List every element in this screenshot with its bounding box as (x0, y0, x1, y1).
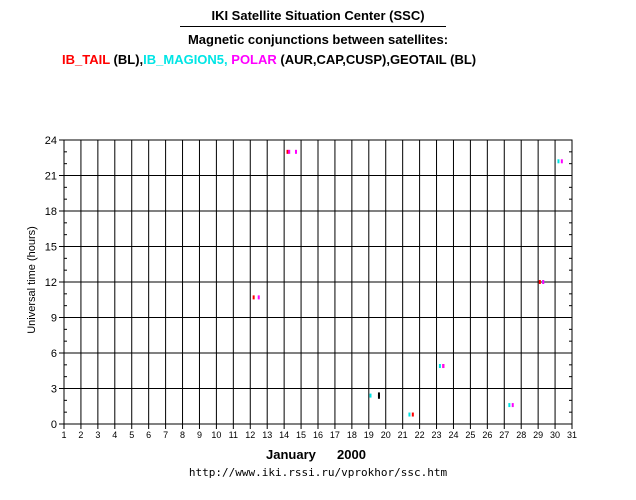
point-geotail (377, 392, 380, 397)
x-tick-label: 22 (415, 430, 425, 440)
x-tick-label: 1 (61, 430, 66, 440)
x-tick-label: 8 (180, 430, 185, 440)
y-axis-label: Universal time (hours) (26, 226, 38, 334)
point-ib-magion5 (438, 364, 441, 369)
chart-subtitle: Magnetic conjunctions between satellites… (187, 32, 449, 47)
x-tick-label: 28 (516, 430, 526, 440)
legend-part: IB_TAIL (62, 52, 110, 67)
x-tick-label: 29 (533, 430, 543, 440)
point-ib-magion5 (408, 412, 411, 417)
point-ib-tail (252, 295, 255, 300)
y-tick-label: 21 (45, 171, 57, 183)
x-tick-label: 2 (78, 430, 83, 440)
point-ib-magion5 (369, 393, 372, 398)
point-ib-tail (411, 412, 414, 417)
x-tick-label: 3 (95, 430, 100, 440)
y-tick-label: 15 (45, 242, 57, 254)
x-tick-label: 4 (112, 430, 117, 440)
x-tick-label: 19 (364, 430, 374, 440)
x-tick-label: 10 (211, 430, 221, 440)
x-tick-label: 25 (465, 430, 475, 440)
x-axis-month: January (266, 447, 317, 462)
source-url: http://www.iki.rssi.ru/vprokhor/ssc.htm (188, 466, 448, 479)
x-tick-label: 16 (313, 430, 323, 440)
point-polar (294, 149, 297, 154)
x-tick-label: 14 (279, 430, 289, 440)
x-tick-label: 7 (163, 430, 168, 440)
x-tick-label: 30 (550, 430, 560, 440)
legend-part: (BL), (109, 52, 144, 67)
y-tick-label: 3 (51, 384, 57, 396)
x-tick-label: 23 (432, 430, 442, 440)
point-ib-magion5 (557, 159, 560, 164)
x-tick-label: 5 (129, 430, 134, 440)
x-tick-label: 6 (146, 430, 151, 440)
x-tick-label: 13 (262, 430, 272, 440)
x-tick-label: 11 (229, 430, 238, 440)
legend-part: (AUR,CAP,CUSP),GEOTAIL (BL) (276, 52, 477, 67)
x-tick-label: 31 (567, 430, 577, 440)
legend: IB_TAIL (BL),IB_MAGION5, POLAR (AUR,CAP,… (62, 52, 476, 67)
x-tick-label: 9 (197, 430, 202, 440)
point-polar (288, 149, 291, 154)
point-ib-magion5 (508, 403, 511, 408)
page-title: IKI Satellite Situation Center (SSC) (211, 8, 425, 23)
y-tick-label: 12 (45, 277, 57, 289)
point-polar (257, 295, 260, 300)
x-tick-label: 26 (482, 430, 492, 440)
point-ib-tail (538, 280, 541, 284)
y-tick-label: 6 (51, 348, 57, 360)
point-polar (542, 280, 545, 284)
x-axis-year: 2000 (337, 447, 366, 462)
point-polar (560, 159, 563, 164)
point-geotail (377, 394, 380, 399)
x-tick-label: 15 (296, 430, 306, 440)
x-tick-label: 21 (398, 430, 408, 440)
y-tick-label: 24 (45, 135, 57, 147)
x-tick-label: 12 (245, 430, 255, 440)
legend-part: IB_MAGION5, (143, 52, 228, 67)
x-tick-label: 18 (347, 430, 357, 440)
point-ib-tail (286, 149, 289, 154)
title-underline (180, 26, 446, 27)
x-tick-label: 20 (381, 430, 391, 440)
x-tick-label: 27 (499, 430, 509, 440)
x-tick-label: 24 (448, 430, 458, 440)
y-tick-label: 0 (51, 419, 57, 431)
point-polar (511, 403, 514, 408)
y-tick-label: 18 (45, 206, 57, 218)
y-tick-label: 9 (51, 313, 57, 325)
x-tick-label: 17 (330, 430, 340, 440)
legend-part: POLAR (227, 52, 277, 67)
point-polar (442, 364, 445, 369)
